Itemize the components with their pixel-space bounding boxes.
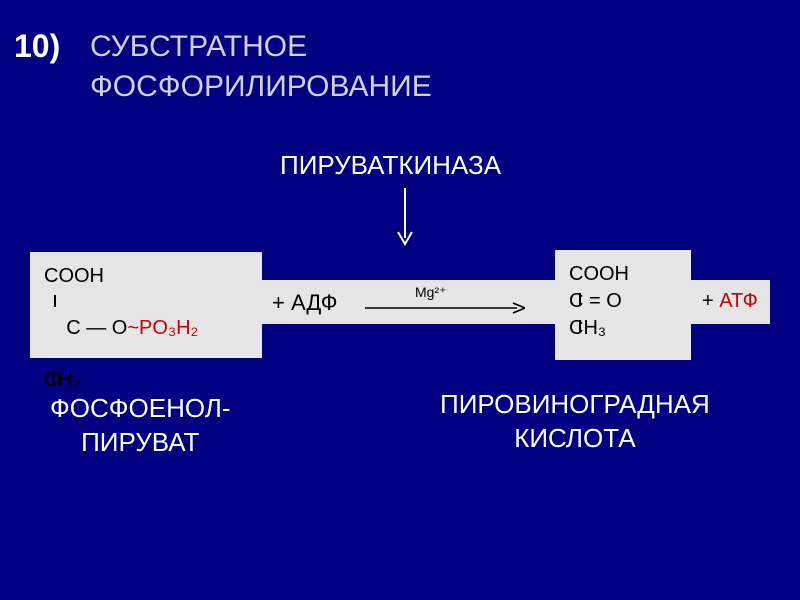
slide-number: 10) bbox=[14, 28, 60, 65]
substrate-l3: CH₂ bbox=[44, 368, 248, 393]
product-name-l2: КИСЛОТА bbox=[440, 422, 710, 456]
title-line-2: ФОСФОРИЛИРОВАНИЕ bbox=[90, 70, 432, 104]
substrate-molecule-box: COOH C — O~PO₃H₂ CH₂ bbox=[30, 252, 262, 358]
product-molecule-box: COOH C = O CH₃ bbox=[555, 250, 691, 360]
bond-icon bbox=[54, 295, 56, 307]
substrate-name-l1: ФОСФОЕНОЛ- bbox=[50, 392, 231, 426]
phosphate-group: PO₃H₂ bbox=[139, 317, 198, 339]
substrate-l2: C — O~PO₃H₂ bbox=[44, 291, 248, 366]
atp-text: АТФ bbox=[719, 290, 758, 312]
reaction-arrow-icon bbox=[365, 302, 525, 314]
enzyme-label: ПИРУВАТКИНАЗА bbox=[280, 150, 501, 181]
tilde-bond: ~ bbox=[127, 317, 139, 339]
substrate-name-l2: ПИРУВАТ bbox=[50, 426, 231, 460]
cofactor-label: Mg²⁺ bbox=[415, 284, 447, 301]
product-l2: C = O bbox=[569, 289, 677, 314]
arrow-down-icon bbox=[390, 188, 420, 246]
product-l1: COOH bbox=[569, 262, 677, 287]
substrate-l2-pre: C — O bbox=[66, 317, 127, 339]
product-l3: CH₃ bbox=[569, 316, 677, 341]
product-name-label: ПИРОВИНОГРАДНАЯ КИСЛОТА bbox=[440, 388, 710, 456]
title-line-1: СУБСТРАТНОЕ bbox=[90, 30, 307, 64]
plus-atp-label: + АТФ bbox=[702, 290, 758, 313]
substrate-name-label: ФОСФОЕНОЛ- ПИРУВАТ bbox=[50, 392, 231, 460]
product-name-l1: ПИРОВИНОГРАДНАЯ bbox=[440, 388, 710, 422]
plus-adp-label: + АДФ bbox=[272, 290, 338, 316]
plus-sign: + bbox=[702, 290, 719, 312]
substrate-l1: COOH bbox=[44, 264, 248, 289]
